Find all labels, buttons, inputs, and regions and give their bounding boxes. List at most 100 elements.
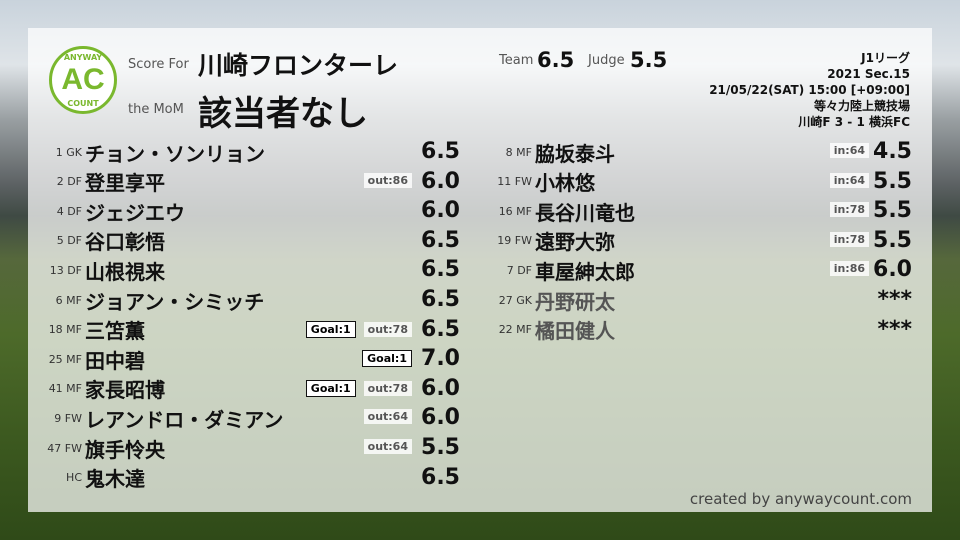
- logo-text-top: ANYWAY: [63, 53, 103, 62]
- player-name: 丹野研太: [535, 289, 615, 314]
- player-rating: 6.0: [421, 168, 460, 194]
- player-number-position: 8 MF: [505, 145, 532, 159]
- player-rating: 6.5: [421, 464, 460, 490]
- player-row: 25 MF 田中碧: [30, 345, 145, 373]
- player-name: 山根視来: [85, 259, 165, 284]
- player-row: 41 MF 家長昭博: [30, 375, 165, 403]
- player-rating: 6.0: [873, 257, 912, 283]
- player-name: 三笘薫: [85, 319, 145, 344]
- datetime: 21/05/22(SAT) 15:00 [+09:00]: [709, 83, 910, 97]
- player-rating: 5.5: [421, 435, 460, 460]
- player-row: 4 DF ジェジエウ: [30, 197, 185, 225]
- sub-player-row: 16 MF 長谷川竜也: [480, 197, 635, 225]
- player-name: レアンドロ・ダミアン: [85, 407, 284, 432]
- sub-in-badge: in:78: [829, 231, 869, 247]
- player-rating: 6.5: [421, 227, 460, 253]
- player-name: 登里享平: [85, 171, 165, 196]
- team-name: 川崎フロンターレ: [198, 51, 399, 80]
- player-name: 車屋紳太郎: [535, 259, 635, 284]
- player-number-position: HC: [66, 471, 82, 485]
- sub-player-row: 11 FW 小林悠: [480, 168, 595, 196]
- mom-name: 該当者なし: [198, 94, 368, 134]
- sub-player-row: 22 MF 橘田健人: [480, 316, 615, 344]
- team-score: 6.5: [537, 48, 575, 72]
- player-number-position: 11 FW: [497, 175, 532, 189]
- player-name: 家長昭博: [85, 378, 165, 403]
- player-tags: Goal:1 out:78: [305, 379, 412, 397]
- sub-out-badge: out:78: [363, 321, 412, 337]
- sub-out-badge: out:78: [363, 380, 412, 396]
- player-rating: 6.0: [421, 198, 460, 224]
- sub-in-badge: in:64: [829, 172, 869, 188]
- sub-player-row: 19 FW 遠野大弥: [480, 227, 615, 255]
- section: 2021 Sec.15: [827, 67, 910, 81]
- judge-score: 5.5: [630, 48, 668, 72]
- player-rating: 6.5: [421, 287, 460, 312]
- credit: created by anywaycount.com: [689, 490, 912, 508]
- player-name: 鬼木達: [85, 467, 145, 492]
- player-rating: 5.5: [873, 227, 912, 253]
- player-tags: in:64: [829, 172, 869, 188]
- rating-panel: [28, 28, 932, 512]
- logo-text-bottom: COUNT: [67, 99, 99, 108]
- sub-out-badge: out:64: [363, 439, 412, 454]
- player-number-position: 16 MF: [498, 204, 532, 218]
- player-row: 2 DF 登里享平: [30, 168, 165, 196]
- player-name: 脇坂泰斗: [535, 141, 615, 166]
- player-rating: 4.5: [873, 139, 912, 164]
- player-name: 田中碧: [85, 348, 145, 373]
- player-row: HC 鬼木達: [30, 464, 145, 492]
- player-row: 18 MF 三笘薫: [30, 316, 145, 344]
- goal-badge: Goal:1: [305, 379, 356, 397]
- player-number-position: 22 MF: [498, 323, 532, 337]
- player-name: 遠野大弥: [535, 230, 615, 255]
- player-rating: 5.5: [873, 198, 912, 224]
- player-number-position: 18 MF: [48, 323, 82, 337]
- player-rating: ***: [877, 316, 912, 342]
- player-tags: in:86: [829, 261, 869, 277]
- player-number-position: 47 FW: [47, 441, 82, 455]
- player-rating: 6.0: [421, 405, 460, 431]
- player-tags: Goal:1 out:78: [305, 320, 412, 338]
- player-row: 1 GK チョン・ソンリョン: [30, 138, 265, 166]
- team-label: Team: [499, 53, 534, 68]
- sub-in-badge: in:64: [829, 143, 869, 158]
- sub-player-row: 27 GK 丹野研太: [480, 286, 615, 314]
- player-rating: 7.0: [421, 346, 460, 372]
- player-number-position: 6 MF: [55, 293, 82, 307]
- player-name: ジョアン・シミッチ: [85, 289, 265, 314]
- player-number-position: 13 DF: [49, 263, 82, 277]
- match-info: J1リーグ 2021 Sec.15 21/05/22(SAT) 15:00 [+…: [709, 50, 910, 130]
- player-name: チョン・ソンリョン: [85, 141, 265, 166]
- player-number-position: 41 MF: [48, 382, 82, 396]
- player-number-position: 27 GK: [498, 293, 532, 307]
- judge-label: Judge: [588, 53, 625, 68]
- player-row: 13 DF 山根視来: [30, 256, 165, 284]
- player-number-position: 7 DF: [506, 263, 532, 277]
- sub-out-badge: out:64: [363, 409, 412, 425]
- player-row: 47 FW 旗手怜央: [30, 434, 165, 462]
- mom-label: the MoM: [128, 102, 184, 117]
- player-name: 橘田健人: [535, 319, 615, 344]
- player-tags: Goal:1: [362, 350, 412, 368]
- player-number-position: 1 GK: [55, 145, 82, 159]
- player-name: 小林悠: [535, 171, 595, 196]
- player-tags: in:64: [829, 143, 869, 158]
- player-row: 6 MF ジョアン・シミッチ: [30, 286, 265, 314]
- player-tags: in:78: [829, 202, 869, 218]
- venue: 等々力陸上競技場: [813, 99, 910, 113]
- player-rating: 6.5: [421, 316, 460, 342]
- sub-player-row: 8 MF 脇坂泰斗: [480, 138, 615, 166]
- player-number-position: 5 DF: [56, 234, 82, 248]
- logo-text-main: AC: [61, 63, 105, 96]
- player-row: 5 DF 谷口彰悟: [30, 227, 165, 255]
- player-number-position: 25 MF: [48, 352, 82, 366]
- anywaycount-logo: ANYWAY AC COUNT: [49, 46, 117, 114]
- player-rating: ***: [877, 287, 912, 312]
- player-name: 谷口彰悟: [85, 230, 165, 255]
- player-name: 旗手怜央: [85, 437, 165, 462]
- sub-in-badge: in:78: [829, 202, 869, 218]
- player-tags: out:64: [363, 409, 412, 425]
- player-number-position: 4 DF: [56, 204, 82, 218]
- score-for-label: Score For: [128, 57, 189, 72]
